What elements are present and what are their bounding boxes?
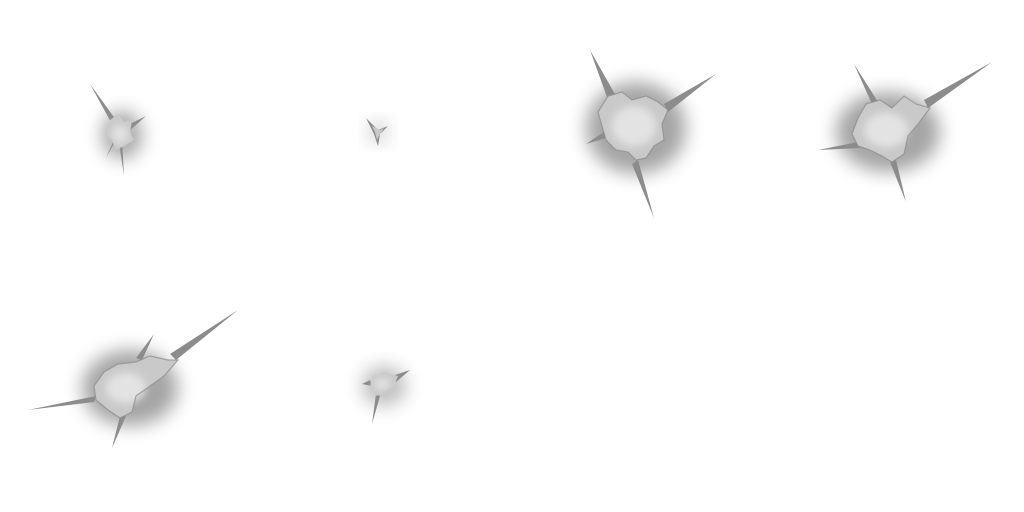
tear-hole-2 [366, 118, 388, 146]
tear-hole-6 [362, 366, 410, 424]
tear-hole-1 [90, 84, 146, 176]
tear-hole-3 [586, 50, 716, 218]
tear-hole-5 [28, 310, 238, 448]
tear-hole-4 [818, 62, 992, 202]
